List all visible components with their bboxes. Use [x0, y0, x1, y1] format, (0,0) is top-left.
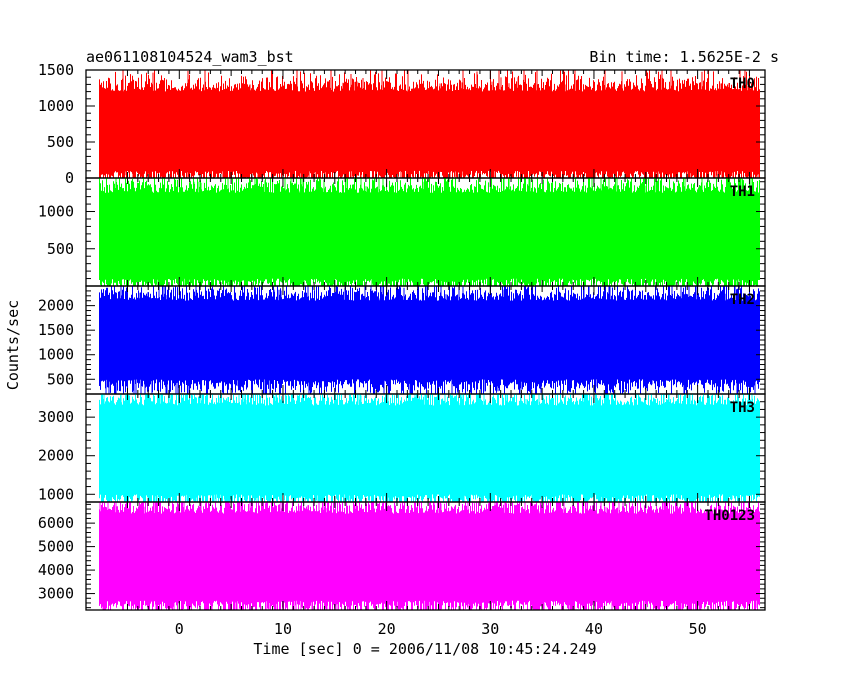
- y-tick-label: 1000: [38, 346, 74, 364]
- y-tick-label: 5000: [38, 538, 74, 556]
- series-line-th0: [99, 70, 760, 178]
- y-tick-label: 500: [47, 370, 74, 388]
- chart-title: ae061108104524_wam3_bst: [86, 48, 294, 66]
- y-tick-label: 2000: [38, 447, 74, 465]
- y-tick-label: 500: [47, 133, 74, 151]
- x-tick-label: 0: [175, 620, 184, 638]
- panel-label-th3: TH3: [730, 400, 755, 416]
- x-tick-label: 10: [274, 620, 292, 638]
- y-tick-label: 1000: [38, 203, 74, 221]
- panel-th2: 500 1000 1500 2000 TH2: [38, 285, 766, 395]
- x-tick-label: 20: [378, 620, 396, 638]
- y-tick-label: 6000: [38, 514, 74, 532]
- y-tick-label: 2000: [38, 297, 74, 315]
- x-axis: 0 10 20 30 40 50: [175, 620, 707, 638]
- x-tick-label: 30: [481, 620, 499, 638]
- panel-th0123: 3000 4000 5000 6000 TH0123: [38, 501, 766, 611]
- y-tick-label: 1500: [38, 61, 74, 79]
- y-tick-label: 1000: [38, 485, 74, 503]
- y-tick-label: 1000: [38, 97, 74, 115]
- panel-th3: 1000 2000 3000 TH3: [38, 393, 766, 503]
- x-axis-label: Time [sec] 0 = 2006/11/08 10:45:24.249: [253, 640, 596, 658]
- y-tick-label: 500: [47, 240, 74, 258]
- panel-label-th0: TH0: [730, 76, 755, 92]
- series-line-th1: [99, 178, 760, 286]
- y-tick-label: 0: [65, 169, 74, 187]
- x-tick-label: 50: [689, 620, 707, 638]
- series-line-th3: [99, 394, 760, 502]
- panel-label-th0123: TH0123: [704, 508, 755, 524]
- y-tick-label: 3000: [38, 408, 74, 426]
- panel-label-th1: TH1: [730, 184, 755, 200]
- bin-time-label: Bin time: 1.5625E-2 s: [589, 48, 779, 66]
- panel-th1: 500 1000 TH1: [38, 177, 766, 287]
- y-tick-label: 3000: [38, 585, 74, 603]
- y-axis-label: Counts/sec: [4, 300, 22, 390]
- series-line-th2: [99, 286, 760, 394]
- panel-label-th2: TH2: [730, 292, 755, 308]
- x-tick-label: 40: [585, 620, 603, 638]
- series-line-th0123: [99, 502, 760, 610]
- panels-group: 0 500 1000 1500 TH0 500 1000 TH1 500 1000 1500 2000…: [38, 61, 766, 611]
- y-tick-label: 1500: [38, 321, 74, 339]
- panel-th0: 0 500 1000 1500 TH0: [38, 61, 766, 187]
- y-tick-label: 4000: [38, 561, 74, 579]
